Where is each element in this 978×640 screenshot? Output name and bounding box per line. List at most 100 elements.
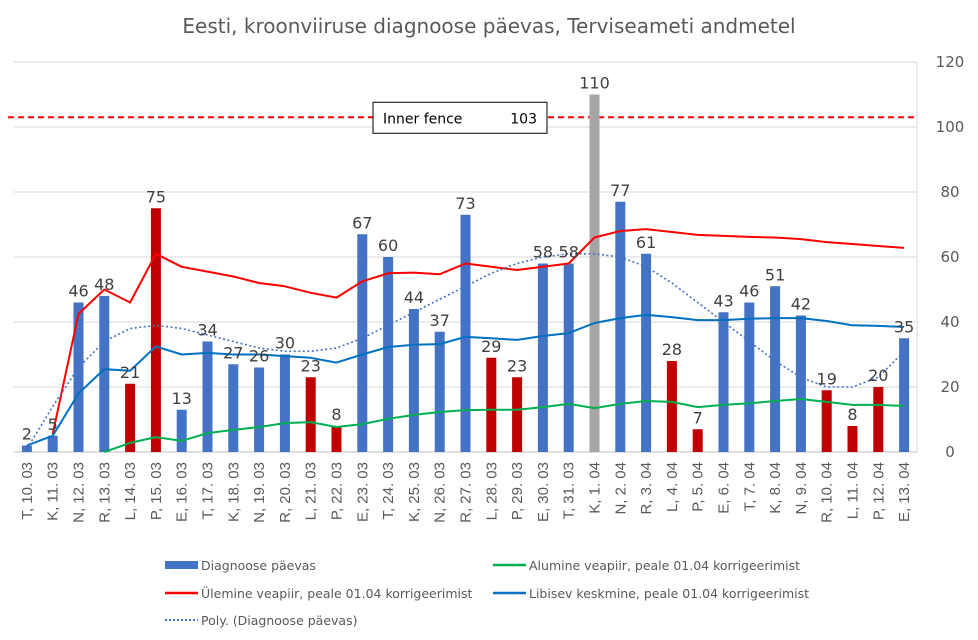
x-tick-label: E, 13. 04 [896,462,913,522]
series-line [51,228,905,435]
x-tick-label: T, 10. 03 [19,462,36,520]
bar [744,302,755,452]
bar [770,286,781,452]
data-label: 27 [223,343,243,362]
bar [305,377,316,452]
bar [873,387,884,452]
x-tick-label: K, 25. 03 [406,462,423,522]
data-label: 60 [378,236,398,255]
data-label: 58 [559,243,579,262]
bar [512,377,523,452]
x-tick-label: K, 1. 04 [587,462,604,514]
data-label: 46 [739,282,759,301]
x-tick-label: R, 3. 04 [638,462,655,515]
data-label: 67 [352,213,372,232]
x-tick-label: K, 18. 03 [225,462,242,522]
data-label: 28 [662,340,682,359]
legend-swatch-bar [165,561,198,569]
bar [73,302,84,452]
data-label: 20 [868,366,888,385]
data-label: 110 [579,74,610,93]
bar [460,214,471,452]
y-tick-label: 80 [940,183,959,201]
data-label: 77 [610,181,630,200]
inner-fence-box [372,101,548,134]
y-tick-label: 100 [936,118,965,136]
inner-fence-value: 103 [510,111,537,127]
data-label: 13 [172,389,192,408]
x-tick-label: T, 17. 03 [200,462,217,520]
bar [666,361,677,452]
data-label: 44 [404,288,424,307]
data-label: 75 [146,187,166,206]
data-label: 58 [533,243,553,262]
x-tick-label: N, 12. 03 [71,462,88,523]
x-tick-label: R, 10. 04 [819,462,836,523]
bar [254,367,265,452]
bar [434,331,445,452]
bar [99,296,110,452]
x-tick-label: N, 19. 03 [251,462,268,523]
x-tick-label: E, 30. 03 [535,462,552,522]
data-label: 30 [275,334,295,353]
x-tick-label: L, 11. 04 [845,462,862,519]
bar [357,234,368,452]
x-tick-label: L, 28. 03 [483,462,500,520]
bar [821,390,832,452]
x-tick-label: L, 4. 04 [664,462,681,512]
bar [202,341,213,452]
legend: Diagnoose päevas Alumine veapiir, peale 0… [165,558,809,628]
data-label: 19 [817,369,837,388]
x-tick-label: K, 11. 03 [45,462,62,521]
legend-label: Diagnoose päevas [201,558,316,573]
data-label: 35 [894,317,914,336]
data-label: 7 [693,408,703,427]
bar [125,383,136,452]
x-tick-label: R, 27. 03 [458,462,475,523]
bar [718,312,729,452]
data-label: 43 [713,291,733,310]
legend-label: Ülemine veapiir, peale 01.04 korrigeerim… [201,585,473,601]
data-label: 29 [481,337,501,356]
data-label: 8 [847,405,857,424]
series-line [26,253,905,450]
x-tick-label: T, 7. 04 [741,462,758,511]
x-tick-label: P, 22. 03 [329,462,346,520]
data-labels: 25 46 48 21 75 13 34 27 26 30 23 8 67 60 44 37 73 29 23 58 5… [22,74,914,444]
series-line [103,398,905,453]
bar [615,201,626,452]
series-lines [26,228,905,453]
x-tick-label: E, 23. 03 [354,462,371,522]
x-tick-label: N, 2. 04 [612,462,629,515]
data-label: 51 [765,265,785,284]
legend-label: Libisev keskmine, peale 01.04 korrigeeri… [529,586,809,601]
bar [795,315,806,452]
data-label: 8 [331,405,341,424]
x-tick-label: P, 5. 04 [690,462,707,512]
legend-label: Alumine veapiir, peale 01.04 korrigeerim… [529,558,800,573]
data-label: 42 [791,295,811,314]
bar [47,435,58,452]
data-label: 48 [94,275,114,294]
y-tick-label: 60 [940,248,959,266]
x-tick-label: K, 8. 04 [767,462,784,514]
x-axis: T, 10. 03 K, 11. 03 N, 12. 03 R, 13. 03 L, 1… [19,462,913,523]
bar [692,429,703,452]
data-label: 61 [636,233,656,252]
data-label: 26 [249,347,269,366]
bar [176,409,187,452]
bar [331,426,342,452]
x-tick-label: L, 21. 03 [303,462,320,520]
bar [847,426,858,452]
bar [563,263,574,452]
x-tick-label: E, 16. 03 [174,462,191,522]
x-tick-label: N, 26. 03 [432,462,449,523]
y-axis: 0 20 40 60 80 100 120 [936,53,965,461]
y-tick-label: 20 [940,378,959,396]
bar [486,357,497,452]
inner-fence-label: Inner fence [383,111,462,127]
data-label: 37 [430,311,450,330]
bar [589,94,600,452]
x-tick-label: T, 24. 03 [380,462,397,520]
